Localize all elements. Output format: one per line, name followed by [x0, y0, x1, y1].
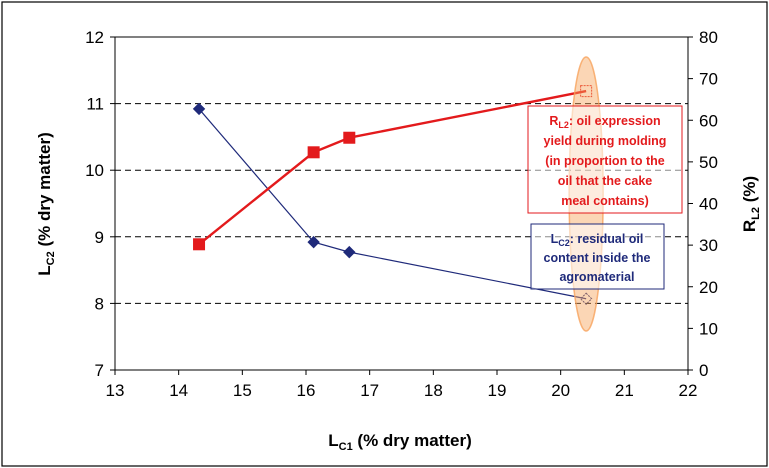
annotation-text: (in proportion to the [545, 154, 664, 168]
data-point-diamond [343, 245, 356, 259]
series-line-segment [349, 89, 587, 139]
x-axis-ticks: 13 14 15 16 17 18 19 20 21 22 [106, 370, 698, 400]
x-tick-label: 22 [679, 381, 698, 400]
annotation-text: meal contains) [561, 194, 649, 208]
left-y-axis-title: LC2 (% dry matter) [35, 132, 57, 275]
annotation-text: RL2: oil expression [549, 114, 660, 130]
data-point-square [580, 85, 593, 98]
data-point-square [343, 131, 356, 144]
left-y-tick-label: 7 [95, 361, 104, 380]
x-tick-label: 14 [169, 381, 188, 400]
x-axis-title: LC1 (% dry matter) [328, 431, 471, 453]
x-tick-label: 18 [424, 381, 443, 400]
annotation-text: yield during molding [544, 134, 667, 148]
x-tick-label: 21 [615, 381, 634, 400]
gridlines [115, 103, 688, 304]
left-y-tick-label: 9 [95, 228, 104, 247]
right-y-tick-label: 30 [699, 236, 718, 255]
annotation-text: agromaterial [559, 270, 634, 284]
left-y-tick-label: 12 [85, 28, 104, 47]
data-point-diamond [579, 292, 593, 305]
left-y-tick-label: 10 [85, 161, 104, 180]
right-y-axis-ticks: 0 10 20 30 40 50 60 70 80 [688, 28, 718, 380]
annotation-text: oil that the cake [558, 174, 653, 188]
data-point-square [307, 146, 320, 159]
x-tick-label: 17 [360, 381, 379, 400]
right-y-axis-title: RL2 (%) [740, 176, 762, 232]
data-point-square [193, 238, 206, 251]
series-line-segment [349, 251, 587, 300]
x-tick-label: 19 [488, 381, 507, 400]
annotation-text: content inside the [544, 251, 651, 265]
right-y-tick-label: 20 [699, 278, 718, 297]
annotation-box [530, 223, 665, 290]
right-y-tick-label: 70 [699, 70, 718, 89]
right-y-tick-label: 40 [699, 195, 718, 214]
left-y-tick-label: 8 [95, 294, 104, 313]
data-point-diamond [192, 102, 206, 116]
data-point-diamond [307, 235, 320, 249]
right-y-tick-label: 10 [699, 319, 718, 338]
x-tick-label: 20 [551, 381, 570, 400]
annotation-layer: RL2: oil expression yield during molding (… [527, 105, 683, 290]
right-y-tick-label: 60 [699, 111, 718, 130]
annotation-text: LC2: residual oil [551, 232, 644, 248]
right-y-tick-label: 0 [699, 361, 708, 380]
annotation-box [527, 105, 683, 214]
x-tick-label: 13 [106, 381, 125, 400]
series-layer [192, 85, 593, 305]
right-y-tick-label: 80 [699, 28, 718, 47]
left-y-axis-ticks: 7 8 9 10 11 12 [85, 28, 115, 380]
x-tick-label: 16 [297, 381, 316, 400]
left-y-tick-label: 11 [86, 95, 104, 114]
right-y-tick-label: 50 [699, 153, 718, 172]
x-tick-label: 15 [233, 381, 252, 400]
